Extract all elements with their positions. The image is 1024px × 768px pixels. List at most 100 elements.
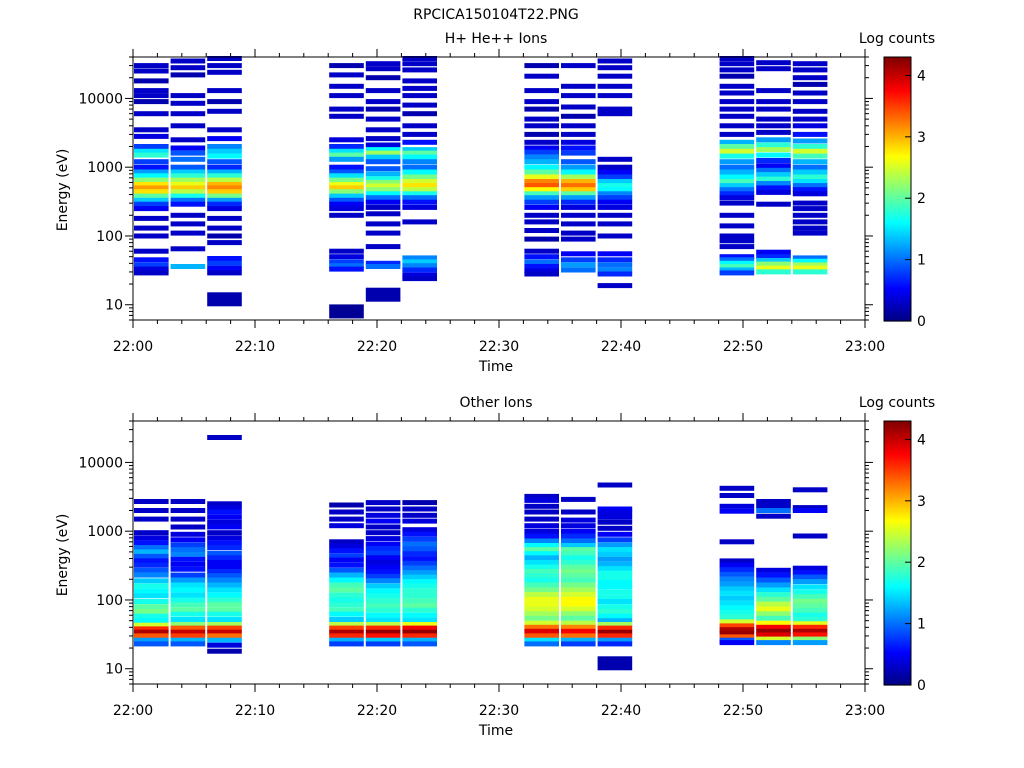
spectrogram-cell — [207, 555, 242, 561]
spectrogram-cell — [402, 603, 437, 608]
spectrogram-cell — [597, 633, 633, 639]
colorbar-segment — [884, 453, 911, 456]
spectrogram-cell — [134, 558, 169, 564]
spectrogram-cell — [207, 215, 242, 221]
spectrogram-cell — [719, 183, 755, 189]
spectrogram-cell — [365, 500, 401, 506]
spectrogram-cell — [756, 137, 791, 143]
spectrogram-cell — [365, 179, 401, 185]
colorbar-segment — [884, 319, 911, 322]
spectrogram-cell — [561, 131, 596, 137]
spectrogram-cell — [207, 560, 242, 565]
spectrogram-cell — [402, 607, 437, 613]
spectrogram-cell — [719, 581, 755, 587]
spectrogram-cell — [402, 593, 437, 599]
colorbar-segment — [884, 317, 911, 320]
spectrogram-cell — [561, 601, 596, 607]
spectrogram-cell — [756, 615, 791, 621]
spectrogram-cell — [792, 570, 828, 576]
spectrogram-cell — [756, 88, 791, 94]
spectrogram-cell — [561, 523, 596, 529]
colorbar-segment — [884, 257, 911, 260]
spectrogram-cell — [792, 533, 828, 539]
colorbar-segment — [884, 79, 911, 82]
spectrogram-cell — [329, 177, 364, 183]
colorbar-segment — [884, 147, 911, 150]
spectrogram-cell — [402, 139, 437, 145]
spectrogram-cell — [134, 189, 169, 195]
spectrogram-cell — [719, 238, 755, 244]
colorbar-segment — [884, 455, 911, 458]
spectrogram-cell — [792, 212, 828, 218]
spectrogram-cell — [365, 555, 401, 561]
colorbar-segment — [884, 603, 911, 606]
colorbar-segment — [884, 471, 911, 474]
spectrogram-cell — [597, 622, 633, 627]
spectrogram-cell — [329, 304, 364, 319]
colorbar-segment — [884, 439, 911, 442]
spectrogram-cell — [134, 99, 169, 105]
spectrogram-cell — [170, 185, 206, 191]
colorbar-segment — [884, 489, 911, 492]
spectrogram-cell — [561, 533, 596, 539]
spectrogram-cell — [170, 499, 206, 504]
spectrogram-cell — [719, 609, 755, 615]
spectrogram-cell — [561, 212, 596, 218]
spectrogram-cell — [402, 111, 437, 117]
colorbar-segment — [884, 73, 911, 76]
colorbar-segment — [884, 59, 911, 62]
spectrogram-cell — [719, 153, 755, 159]
spectrogram-cell — [792, 505, 828, 511]
spectrogram-cell — [561, 620, 596, 626]
spectrogram-cell — [719, 164, 755, 170]
spectrogram-cell — [329, 629, 364, 635]
spectrogram-cell — [207, 225, 242, 231]
spectrogram-cell — [134, 173, 169, 179]
colorbar-segment — [884, 131, 911, 134]
colorbar-segment — [884, 497, 911, 500]
spectrogram-cell — [134, 111, 169, 117]
spectrogram-cell — [561, 637, 596, 643]
spectrogram-cell — [329, 93, 364, 99]
x-tick-label: 22:20 — [357, 339, 397, 355]
spectrogram-cell — [134, 248, 169, 254]
spectrogram-cell — [329, 553, 364, 559]
colorbar-segment — [884, 525, 911, 528]
colorbar-segment — [884, 153, 911, 156]
y-tick-label: 10000 — [78, 455, 123, 471]
spectrogram-cell — [719, 270, 755, 276]
spectrogram-cell — [719, 257, 755, 263]
spectrogram-cell — [792, 628, 828, 634]
spectrogram-cell — [719, 244, 755, 250]
spectrogram-cell — [365, 142, 401, 148]
spectrogram-cell — [170, 622, 206, 627]
spectrogram-cell — [756, 172, 791, 178]
spectrogram-cell — [170, 597, 206, 603]
spectrogram-cell — [329, 83, 364, 89]
colorbar-segment — [884, 465, 911, 468]
spectrogram-cell — [524, 88, 559, 94]
colorbar-segment — [884, 101, 911, 104]
colorbar-segment — [884, 441, 911, 444]
spectrogram-cell — [329, 185, 364, 191]
spectrogram-cell — [134, 257, 169, 263]
spectrogram-cell — [207, 617, 242, 622]
spectrogram-cell — [756, 123, 791, 129]
colorbar-segment — [884, 269, 911, 272]
spectrogram-cell — [597, 83, 633, 89]
spectrogram-cell — [365, 176, 401, 182]
spectrogram-cell — [365, 550, 401, 556]
plot-frame — [132, 56, 866, 321]
colorbar-segment — [884, 279, 911, 282]
spectrogram-cell — [524, 596, 559, 602]
colorbar-segment — [884, 507, 911, 510]
spectrogram-cell — [207, 144, 242, 149]
spectrogram-cell — [561, 236, 596, 242]
colorbar-segment — [884, 679, 911, 682]
spectrogram-cell — [561, 496, 596, 502]
colorbar-segment — [884, 619, 911, 622]
spectrogram-cell — [365, 264, 401, 269]
spectrogram-cell — [329, 193, 364, 199]
